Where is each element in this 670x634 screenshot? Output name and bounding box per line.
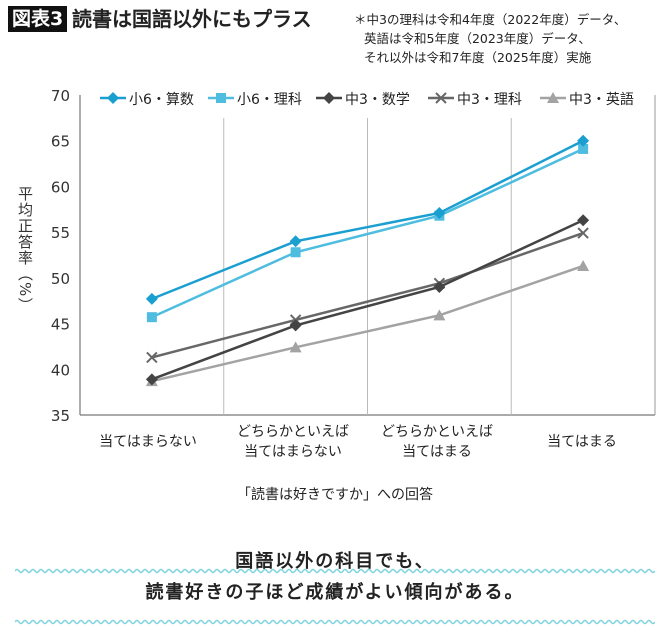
series-line	[151, 264, 584, 383]
legend-label: 小6・理科	[237, 92, 302, 108]
legend-item: 中3・数学	[316, 92, 410, 108]
wavy-divider-bottom	[15, 619, 655, 625]
chart-title: 読書は国語以外にもプラス	[72, 7, 312, 31]
conclusion-text: 国語以外の科目でも、 読書好きの子ほど成績がよい傾向がある。	[0, 546, 670, 608]
legend-marker	[216, 93, 226, 103]
figure-badge: 図表3	[8, 6, 68, 32]
y-tick-label: 40	[51, 361, 70, 379]
series-line	[151, 139, 584, 301]
data-point	[577, 134, 590, 147]
legend-label: 中3・理科	[457, 92, 522, 108]
data-point	[146, 312, 157, 323]
legend-label: 中3・英語	[569, 91, 634, 108]
data-point	[289, 319, 302, 332]
legend-item: 中3・英語	[540, 91, 634, 108]
legend-item: 小6・算数	[100, 92, 194, 108]
y-tick-label: 65	[51, 133, 70, 151]
legend-marker	[323, 92, 335, 104]
data-point	[289, 341, 302, 353]
footnote: ＊中3の理科は令和4年度（2022年度）データ、 英語は令和5年度（2023年度…	[354, 10, 626, 67]
series-line	[151, 231, 584, 359]
data-point	[433, 206, 446, 219]
data-point	[146, 351, 158, 364]
data-point	[577, 214, 590, 227]
legend-item: 中3・理科	[428, 92, 522, 108]
series-line	[151, 219, 584, 381]
wavy-divider-top	[15, 568, 655, 574]
y-tick-label: 70	[51, 87, 70, 105]
footnote-line: ＊中3の理科は令和4年度（2022年度）データ、	[354, 12, 627, 27]
conclusion-line: 国語以外の科目でも、	[235, 551, 435, 572]
data-point	[289, 235, 302, 248]
y-tick-label: 45	[51, 316, 70, 334]
y-tick-label: 35	[51, 407, 70, 425]
x-tick-label: 当てはまらない	[73, 432, 223, 452]
x-tick-text: 当てはまらない	[99, 434, 197, 450]
data-point	[290, 247, 301, 258]
x-axis-label: 「読書は好きですか」への回答	[237, 487, 433, 503]
y-tick-label: 55	[51, 224, 70, 242]
footnote-line: 英語は令和5年度（2023年度）データ、	[364, 31, 591, 46]
data-point	[577, 259, 590, 271]
legend-marker	[107, 92, 119, 104]
data-point	[433, 281, 446, 293]
series-中3・数学	[145, 214, 590, 386]
data-point	[577, 227, 589, 239]
legend-label: 小6・算数	[129, 92, 194, 108]
y-axis-label: 平均正答率（%）	[16, 186, 34, 314]
x-tick-label: 当てはまる	[547, 434, 617, 450]
y-tick-label: 50	[51, 270, 70, 288]
series-中3・英語	[145, 259, 590, 387]
conclusion-line: 読書好きの子ほど成績がよい傾向がある。	[145, 582, 525, 603]
data-point	[145, 292, 158, 305]
legend-marker	[547, 92, 559, 103]
x-tick-label: どちらかといえば 当てはまらない	[237, 424, 349, 460]
series-小6・算数	[145, 134, 590, 305]
footnote-line: それ以外は令和7年度（2025年度）実施	[364, 50, 592, 65]
series-line	[151, 147, 584, 319]
y-tick-label: 60	[51, 178, 70, 196]
data-point	[578, 143, 589, 154]
legend-item: 小6・理科	[208, 92, 302, 108]
legend-marker	[435, 92, 447, 104]
data-point	[433, 309, 446, 321]
x-tick-label: どちらかといえば 当てはまる	[381, 424, 493, 460]
data-point	[145, 373, 158, 386]
legend-label: 中3・数学	[345, 92, 410, 108]
